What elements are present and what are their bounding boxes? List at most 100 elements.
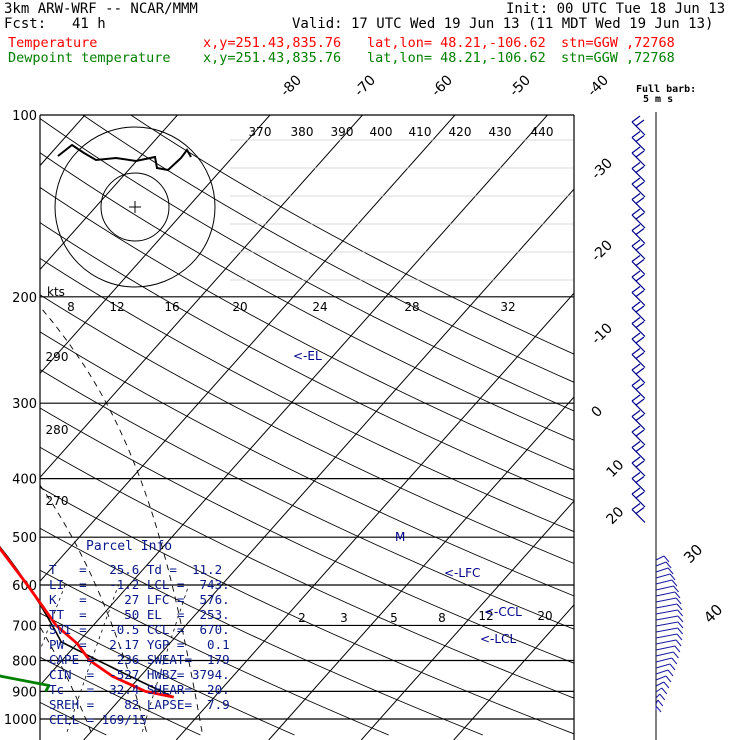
temperature-axis-label: -70 bbox=[352, 72, 379, 99]
theta-label: 370 bbox=[249, 125, 272, 139]
mixing-ratio-label: 2 bbox=[298, 611, 306, 625]
hodograph-units-label: kts bbox=[47, 285, 65, 299]
wind-barb-staff bbox=[631, 121, 646, 136]
hodograph-speed-label: 28 bbox=[404, 300, 419, 314]
isotherm-line bbox=[40, 115, 178, 271]
barb-legend-units: 5 m s bbox=[643, 94, 674, 105]
theta-label: 410 bbox=[409, 125, 432, 139]
dry-adiabat-line bbox=[40, 569, 389, 736]
wind-barb-flag bbox=[631, 208, 641, 216]
wind-barb-flag bbox=[677, 615, 684, 623]
dry-adiabat-line bbox=[40, 257, 574, 533]
wind-barb-staff bbox=[631, 447, 646, 461]
temperature-axis-label: -80 bbox=[278, 72, 305, 99]
parcel-row: TT = 50 EL = 253. bbox=[49, 607, 230, 622]
wind-barb-flag bbox=[635, 135, 645, 142]
wind-barb-flag bbox=[631, 286, 641, 293]
wind-barb-staff bbox=[655, 699, 659, 705]
wind-barb-flag bbox=[635, 119, 645, 127]
wind-barb-flag bbox=[657, 699, 664, 707]
dry-adiabat-line bbox=[40, 186, 574, 471]
wind-barb bbox=[631, 255, 646, 275]
isotherm-line bbox=[453, 604, 574, 740]
wind-barb-staff bbox=[631, 230, 646, 244]
parcel-row: CELL = 169/15 bbox=[49, 712, 147, 727]
isotherm-line bbox=[268, 396, 574, 740]
parcel-row: PW = 2.17 YGP = 0.1 bbox=[49, 637, 230, 652]
parcel-info-panel: Parcel Info T = 25.6 Td = 11.2 LI = -1.2… bbox=[40, 537, 230, 737]
isotherm-line bbox=[360, 500, 574, 740]
wind-barb bbox=[631, 115, 646, 136]
wind-barb-staff bbox=[631, 168, 646, 182]
wind-barb-staff bbox=[655, 609, 678, 615]
wind-barb-flag bbox=[635, 367, 645, 375]
wind-barb bbox=[631, 131, 646, 151]
wind-barb-staff bbox=[655, 693, 661, 699]
init-time: Init: 00 UTC Tue 18 Jun 13 bbox=[506, 1, 726, 17]
wind-barb-flag bbox=[676, 633, 683, 641]
parcel-row: SVI = -0.5 CCL = 670. bbox=[49, 622, 230, 637]
wind-barb-flag bbox=[635, 414, 645, 421]
wind-barb-flag bbox=[667, 669, 674, 677]
wind-barb-staff bbox=[655, 597, 677, 603]
parcel-row: T = 25.6 Td = 11.2 bbox=[49, 562, 223, 577]
level-marker-lfc: <-LFC bbox=[444, 566, 480, 580]
wind-barb bbox=[631, 410, 646, 430]
level-marker-lcl: <-LCL bbox=[480, 632, 516, 646]
mixing-ratio-label: 12 bbox=[478, 609, 493, 623]
temperature-axis-label: -10 bbox=[589, 320, 616, 347]
wind-barb-flag bbox=[663, 555, 670, 563]
dry-adiabat-line bbox=[40, 222, 574, 502]
wind-barb-flag bbox=[667, 567, 674, 575]
theta-label: 400 bbox=[370, 125, 393, 139]
mixing-ratio-label: 20 bbox=[537, 609, 552, 623]
hodograph-speed-label: 16 bbox=[164, 300, 179, 314]
wind-barb-flag bbox=[635, 321, 645, 328]
wind-barb-flag bbox=[635, 197, 645, 204]
wind-barb-staff bbox=[631, 261, 646, 275]
wind-barb-flag bbox=[674, 645, 681, 653]
theta-label: 270 bbox=[46, 494, 69, 508]
wind-barb-staff bbox=[631, 276, 646, 291]
hodograph-speed-label: 32 bbox=[500, 300, 515, 314]
wind-barb-flag bbox=[677, 621, 684, 629]
wind-barb-staff bbox=[655, 567, 669, 573]
dewpoint-latlon: lat,lon= 48.21,-106.62 bbox=[367, 50, 546, 66]
hodograph-speed-label: 24 bbox=[312, 300, 327, 314]
wind-barb-flag bbox=[635, 290, 645, 297]
wind-barb-flag bbox=[631, 255, 641, 262]
wind-barb-flag bbox=[631, 456, 641, 464]
wind-barb-staff bbox=[631, 478, 646, 492]
hodograph-inner-ring bbox=[100, 172, 170, 242]
wind-barb-flag bbox=[635, 305, 645, 313]
hodograph-speed-label: 12 bbox=[109, 300, 124, 314]
wind-barb-flag bbox=[671, 579, 678, 587]
wind-barb-flag bbox=[635, 507, 645, 514]
temperature-axis-label: 10 bbox=[604, 457, 628, 481]
wind-barb bbox=[631, 177, 646, 198]
dry-adiabat-line bbox=[40, 612, 295, 736]
wind-barb-flag bbox=[635, 181, 645, 189]
isobar-lines bbox=[39, 112, 657, 740]
dry-adiabat-line bbox=[40, 294, 574, 564]
temperature-station: stn=GGW ,72768 bbox=[561, 35, 675, 51]
hodograph-trace bbox=[57, 143, 192, 172]
theta-label: 290 bbox=[46, 350, 69, 364]
temperature-axis-label: -60 bbox=[429, 72, 456, 99]
pressure-tick-label: 800 bbox=[12, 654, 37, 669]
temperature-line bbox=[0, 546, 174, 699]
wind-barb-flag bbox=[635, 445, 645, 452]
wind-barb-staff bbox=[655, 669, 669, 675]
dry-adiabat-line bbox=[40, 486, 574, 735]
wind-barb-staff bbox=[631, 323, 646, 337]
temperature-axis-label: 20 bbox=[604, 504, 628, 528]
wind-barb-flag bbox=[631, 394, 641, 402]
wind-barb-staff bbox=[631, 137, 646, 151]
wind-barb-flag bbox=[665, 675, 672, 683]
wind-barb-flag bbox=[675, 597, 682, 605]
wind-barb bbox=[631, 487, 646, 508]
forecast-label: Fcst: bbox=[4, 16, 47, 32]
wind-barb-staff bbox=[655, 681, 665, 687]
wind-barb-staff bbox=[655, 615, 679, 621]
